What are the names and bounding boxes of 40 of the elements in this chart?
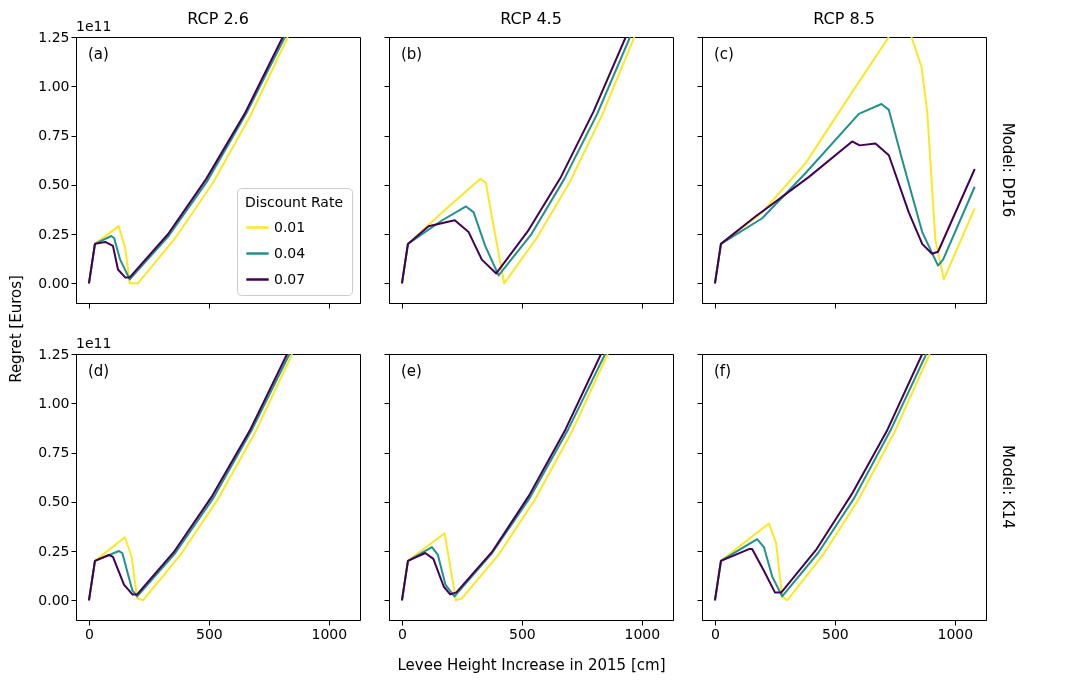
annotation: (d) xyxy=(88,362,110,380)
text: 1e11 xyxy=(76,18,112,34)
x-axis-title: Levee Height Increase in 2015 [cm] xyxy=(397,655,666,674)
annotation: (e) xyxy=(401,362,422,380)
text: 1e11 xyxy=(76,335,112,351)
y-tick-label: 0.00 xyxy=(38,274,70,291)
x-tick-label: 1000 xyxy=(937,625,974,642)
x-tick-label: 500 xyxy=(509,625,536,642)
y-tick-label: 0.00 xyxy=(38,591,70,608)
legend-title: Discount Rate xyxy=(245,194,344,210)
y-tick-label: 1.25 xyxy=(38,28,70,45)
x-tick-label: 0 xyxy=(397,625,407,642)
x-tick-label: 1000 xyxy=(311,625,348,642)
chart-title: RCP 2.6 xyxy=(187,9,249,28)
annotation: (c) xyxy=(714,45,734,63)
y-tick-label: 0.50 xyxy=(38,176,70,193)
y-tick-label: 0.75 xyxy=(38,127,70,144)
y-tick-label: 1.00 xyxy=(38,77,70,94)
y-tick-label: 0.75 xyxy=(38,444,70,461)
y-tick-label: 1.25 xyxy=(38,345,70,362)
y-tick-label: 0.50 xyxy=(38,493,70,510)
legend-label: 0.01 xyxy=(274,218,306,235)
y2-axis-title: Model: K14 xyxy=(999,445,1017,529)
x-tick-label: 500 xyxy=(196,625,223,642)
annotation: (b) xyxy=(401,45,423,63)
y-tick-label: 0.25 xyxy=(38,542,70,559)
annotation: (f) xyxy=(714,362,731,380)
y2-axis-title: Model: DP16 xyxy=(999,122,1017,218)
x-tick-label: 500 xyxy=(822,625,849,642)
x-tick-label: 0 xyxy=(710,625,720,642)
annotation: (a) xyxy=(88,45,109,63)
chart-title: RCP 4.5 xyxy=(500,9,562,28)
y-axis-title: Regret [Euros] xyxy=(7,275,26,383)
x-tick-label: 0 xyxy=(84,625,94,642)
legend-label: 0.07 xyxy=(274,270,306,287)
y-tick-label: 0.25 xyxy=(38,225,70,242)
y-tick-label: 1.00 xyxy=(38,394,70,411)
legend-label: 0.04 xyxy=(274,244,306,261)
x-tick-label: 1000 xyxy=(624,625,661,642)
chart-title: RCP 8.5 xyxy=(813,9,875,28)
